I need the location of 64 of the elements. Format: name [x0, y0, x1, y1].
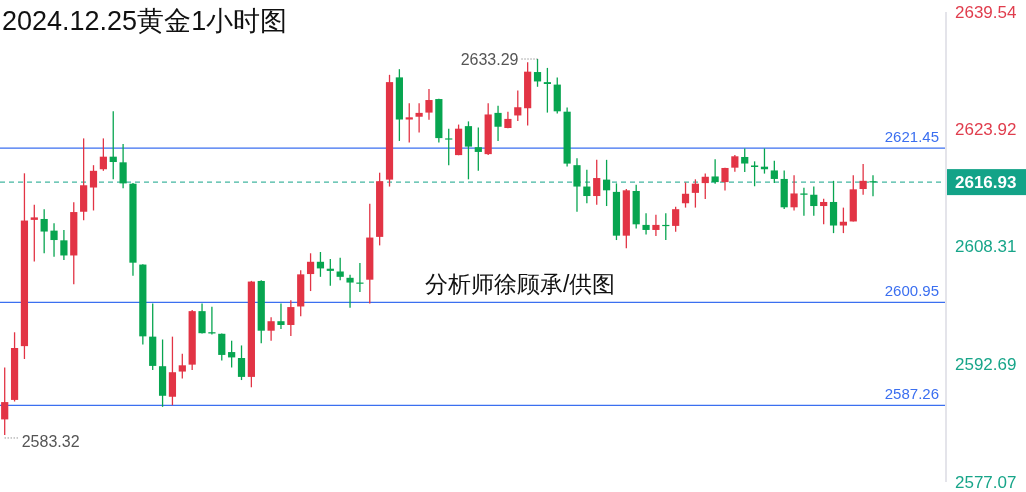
- ref-line-label: 2600.95: [884, 282, 939, 300]
- candlestick: [277, 302, 285, 330]
- candlestick: [701, 172, 709, 200]
- candlestick: [820, 198, 828, 225]
- candlestick: [681, 181, 690, 209]
- candlestick: [533, 58, 542, 88]
- y-tick-label: 2608.31: [955, 237, 1017, 257]
- candlestick: [642, 212, 650, 236]
- candlestick: [800, 187, 808, 217]
- candlestick: [652, 214, 660, 237]
- candlestick: [287, 299, 295, 337]
- candlestick: [445, 128, 453, 166]
- ref-line-label: 2587.26: [884, 385, 939, 403]
- candlestick: [593, 159, 601, 206]
- candlestick: [839, 206, 847, 234]
- candlestick: [336, 257, 344, 281]
- candlestick: [583, 169, 591, 204]
- annotation: 2633.29: [460, 51, 519, 69]
- candlestick: [1, 366, 9, 436]
- candlestick: [50, 222, 58, 258]
- candlestick: [672, 206, 680, 233]
- candlestick: [119, 143, 127, 189]
- candlestick: [464, 120, 473, 180]
- annotation: 分析师徐顾承/供图: [425, 271, 616, 297]
- candlestick: [89, 164, 98, 212]
- candlestick: [514, 89, 522, 122]
- candlestick: [691, 178, 699, 209]
- candlestick: [770, 160, 778, 184]
- candlestick: [415, 102, 423, 134]
- candlestick: [602, 159, 611, 207]
- candlestick: [40, 208, 48, 254]
- y-tick-label: 2577.07: [955, 472, 1017, 492]
- candlestick: [60, 229, 68, 261]
- candlestick: [109, 110, 117, 180]
- candlestick: [267, 316, 275, 342]
- candlestick: [810, 185, 818, 217]
- candlestick: [425, 88, 433, 121]
- candlestick: [573, 157, 581, 213]
- candlestick: [30, 204, 38, 263]
- ref-line-label: 2616.93: [955, 172, 1017, 192]
- candlestick: [494, 105, 502, 142]
- candlestick: [859, 163, 867, 196]
- y-tick-label: 2623.92: [955, 120, 1017, 140]
- candlestick: [405, 102, 413, 144]
- candlestick: [790, 174, 798, 212]
- candlestick: [178, 353, 186, 380]
- ref-line-label: 2621.45: [884, 128, 939, 146]
- candlestick: [306, 252, 315, 292]
- candlestick: [711, 158, 719, 185]
- candlestick: [474, 126, 482, 172]
- candlestick: [237, 344, 246, 381]
- candlestick: [741, 147, 749, 173]
- candlestick: [228, 340, 236, 369]
- y-tick-label: 2639.54: [955, 2, 1017, 22]
- y-tick-label: 2592.69: [955, 354, 1017, 374]
- candlestick: [99, 137, 107, 172]
- candlestick: [198, 302, 206, 335]
- candlestick: [543, 67, 551, 114]
- chart-title: 2024.12.25黄金1小时图: [2, 6, 288, 36]
- candlestick: [218, 332, 226, 362]
- candlestick: [751, 160, 759, 187]
- candlestick: [346, 274, 354, 309]
- candlestick: [829, 180, 838, 234]
- annotation: 2583.32: [21, 432, 80, 450]
